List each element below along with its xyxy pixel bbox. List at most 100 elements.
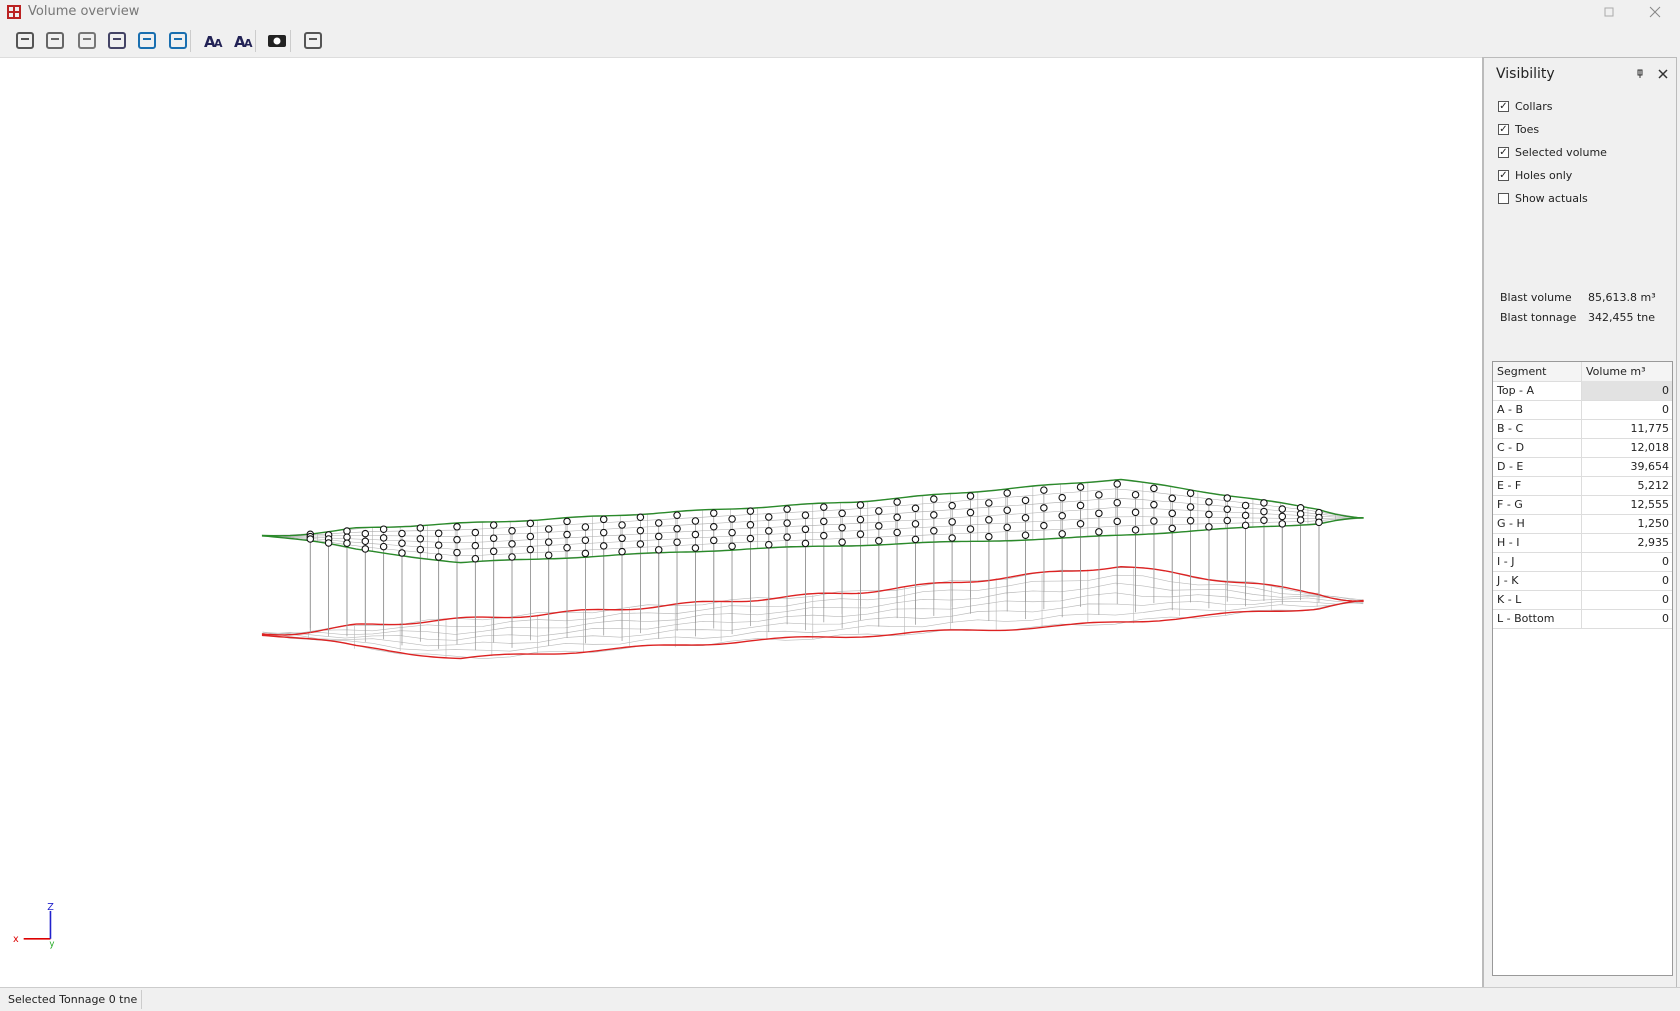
column-separator <box>1581 495 1582 514</box>
hole-collar <box>1131 490 1140 499</box>
hole-collar <box>820 503 828 511</box>
hole-collar <box>856 530 865 538</box>
checkbox[interactable]: ✓ <box>1498 170 1509 181</box>
checkbox[interactable]: ✓ <box>1498 124 1509 135</box>
table-row[interactable]: D - E 39,654 <box>1493 457 1672 477</box>
hole-collar <box>765 540 773 549</box>
hole-collar <box>489 547 498 556</box>
column-separator <box>1581 590 1582 609</box>
table-row[interactable]: L - Bottom 0 <box>1493 609 1672 629</box>
table-row[interactable]: G - H 1,250 <box>1493 514 1672 534</box>
table-header: Segment Volume m³ <box>1493 362 1672 382</box>
checkbox-label[interactable]: Collars <box>1515 100 1553 113</box>
panel-frame: Visibility ✓ Collars ✓ Toes ✓ Selected volume… <box>1483 57 1677 988</box>
hole-collar <box>728 542 736 550</box>
hole-collar <box>1003 506 1011 514</box>
toolbar-button[interactable] <box>265 29 289 51</box>
hole-collar <box>838 509 846 518</box>
toolbar-button[interactable]: AA <box>202 29 226 51</box>
hole-collar <box>636 513 645 522</box>
segment-cell: D - E <box>1497 460 1524 473</box>
column-separator <box>1581 552 1582 571</box>
hole-collar <box>1296 504 1305 512</box>
selected-cell <box>1582 381 1672 400</box>
hole-collar <box>1260 499 1268 507</box>
hole-collar <box>1186 489 1195 497</box>
toolbar-button[interactable] <box>135 29 159 51</box>
hole-collar <box>838 538 846 546</box>
checkbox[interactable] <box>1498 193 1509 204</box>
hole-collar <box>1260 507 1268 516</box>
table-row[interactable]: K - L 0 <box>1493 590 1672 610</box>
hole-collar <box>361 529 370 538</box>
checkbox-label[interactable]: Show actuals <box>1515 192 1588 205</box>
hole-collar <box>1076 501 1085 510</box>
toolbar-button[interactable] <box>166 29 190 51</box>
hole-collar <box>1205 510 1213 519</box>
hole-collar <box>654 532 663 541</box>
hole-collar <box>379 525 388 533</box>
table-row[interactable]: C - D 12,018 <box>1493 438 1672 458</box>
toolbar-button[interactable] <box>13 29 37 51</box>
segment-cell: J - K <box>1497 574 1519 587</box>
hole-collar <box>948 518 956 526</box>
bottom-mesh <box>262 592 1363 641</box>
toolbar-button[interactable] <box>43 29 67 51</box>
checkbox[interactable]: ✓ <box>1498 101 1509 112</box>
table-row[interactable]: F - G 12,555 <box>1493 495 1672 515</box>
checkbox[interactable]: ✓ <box>1498 147 1509 158</box>
hole-collar <box>398 529 406 538</box>
volume-cell: 0 <box>1662 593 1669 606</box>
toolbar-button[interactable] <box>301 29 325 51</box>
bottom-mesh <box>262 600 1363 647</box>
table-row[interactable]: I - J 0 <box>1493 552 1672 572</box>
hole-collar <box>856 515 865 524</box>
hole-collar <box>544 538 553 546</box>
table-row[interactable]: A - B 0 <box>1493 400 1672 420</box>
hole-collar <box>1260 516 1268 525</box>
table-row[interactable]: B - C 11,775 <box>1493 419 1672 439</box>
hole-collar <box>1223 494 1232 502</box>
summary-value: 342,455 tne <box>1588 311 1656 324</box>
segment-cell: F - G <box>1497 498 1523 511</box>
hole-collar <box>948 534 956 542</box>
segment-table: Segment Volume m³ Top - A 0 A - B 0 B - C 11,77… <box>1492 361 1673 976</box>
hole-collar <box>875 507 883 515</box>
table-row[interactable]: J - K 0 <box>1493 571 1672 591</box>
summary-value: 85,613.8 m³ <box>1588 291 1656 304</box>
panel-controls[interactable] <box>1634 68 1670 80</box>
hole-collar <box>1150 500 1158 509</box>
table-row[interactable]: H - I 2,935 <box>1493 533 1672 553</box>
table-row[interactable]: E - F 5,212 <box>1493 476 1672 496</box>
hole-collar <box>1131 526 1140 534</box>
table-row[interactable]: Top - A 0 <box>1493 381 1672 401</box>
hole-collar <box>673 524 681 533</box>
segment-cell: G - H <box>1497 517 1525 530</box>
hole-collar <box>838 523 846 532</box>
window-controls[interactable] <box>1600 4 1670 20</box>
toolbar-button[interactable] <box>75 29 99 51</box>
3d-viewport[interactable]: Zx y <box>0 57 1482 987</box>
hole-collar <box>1241 511 1250 520</box>
checkbox-label[interactable]: Holes only <box>1515 169 1573 182</box>
toolbar-separator <box>190 30 191 52</box>
column-separator <box>1581 476 1582 495</box>
checkbox-label[interactable]: Selected volume <box>1515 146 1607 159</box>
hole-collar <box>966 492 975 500</box>
hole-collar <box>1296 510 1305 518</box>
toolbar-separator <box>255 30 256 52</box>
hole-collar <box>1058 530 1066 538</box>
hole-collar <box>654 519 663 527</box>
hole-collar <box>728 515 736 523</box>
hole-collar <box>801 511 810 519</box>
toolbar-button[interactable] <box>105 29 129 51</box>
hole-collar <box>398 539 406 547</box>
hole-collar <box>893 498 901 506</box>
column-separator <box>1581 609 1582 628</box>
hole-collar <box>471 528 480 537</box>
toolbar-button[interactable]: AA <box>232 29 256 51</box>
hole-collar <box>1095 528 1103 536</box>
checkbox-label[interactable]: Toes <box>1515 123 1540 136</box>
